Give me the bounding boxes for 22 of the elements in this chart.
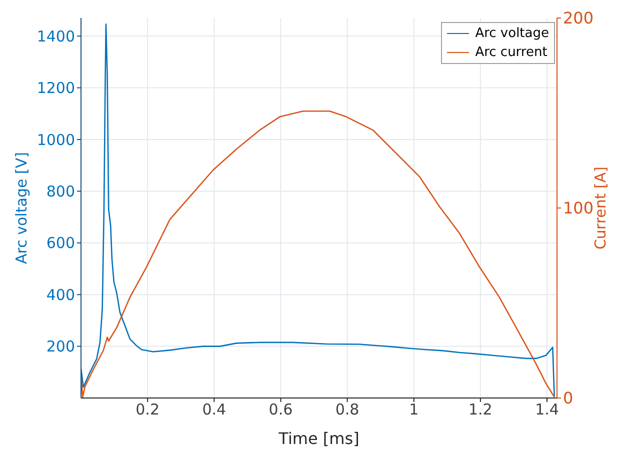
y-tick-label: 200 [46, 338, 75, 356]
x-tick-label: 0.8 [335, 400, 360, 419]
x-tick-label: 1.4 [535, 400, 559, 419]
x-tick-label: 0.2 [136, 400, 160, 419]
y2-tick-label: 100 [563, 198, 594, 218]
y-tick-label: 800 [46, 182, 75, 201]
y2-axis-title: Current [A] [591, 166, 610, 250]
y2-tick-label: 200 [563, 8, 594, 28]
x-tick-label: 1.2 [468, 400, 492, 419]
y-tick-label: 1000 [36, 130, 75, 149]
y-tick-label: 400 [46, 286, 75, 304]
x-tick-label: 1 [409, 400, 419, 419]
legend-label: Arc voltage [475, 25, 549, 43]
y-tick-label: 600 [46, 234, 75, 252]
y-tick-label: 1400 [36, 27, 75, 46]
y-tick-label: 1200 [36, 79, 75, 98]
y2-tick-label: 0 [563, 388, 574, 408]
legend-label: Arc current [475, 44, 548, 62]
x-axis-title: Time [ms] [278, 429, 360, 448]
x-tick-label: 0.4 [202, 400, 226, 419]
x-tick-label: 0.6 [268, 400, 293, 419]
y-axis-title: Arc voltage [V] [12, 152, 30, 264]
